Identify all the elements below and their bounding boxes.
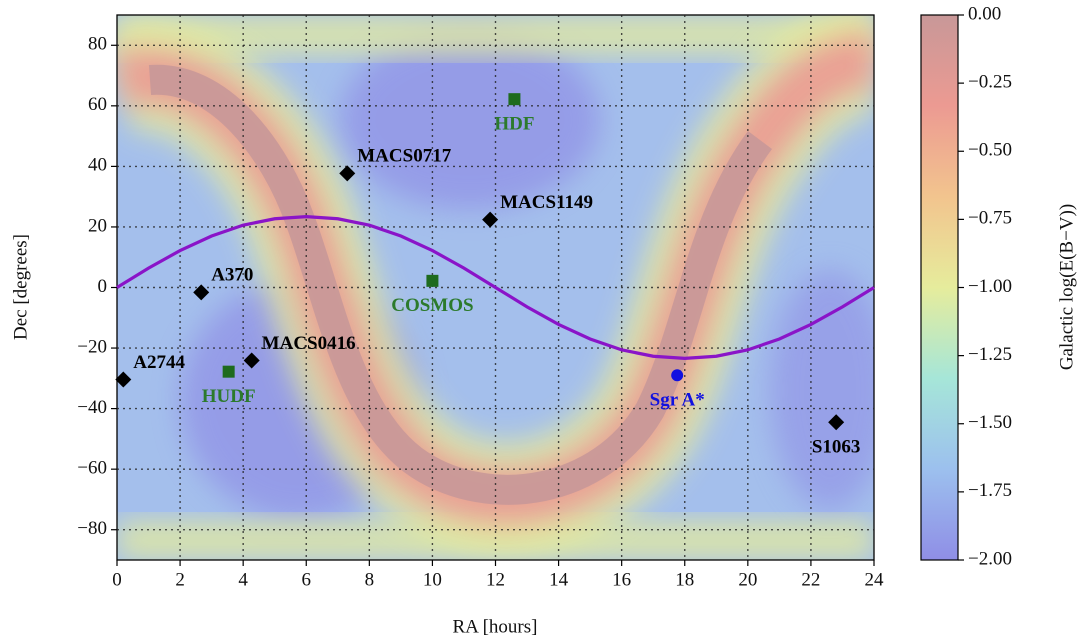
- point-label: HUDF: [202, 386, 256, 407]
- point-label: Sgr A*: [650, 390, 705, 411]
- point-label: MACS1149: [500, 192, 593, 213]
- point-label: MACS0717: [357, 146, 451, 167]
- x-tick-label: 6: [302, 569, 312, 590]
- x-tick-label: 20: [738, 569, 757, 590]
- ecliptic-line: [116, 215, 875, 360]
- colorbar-tick-label: −1.00: [968, 276, 1012, 297]
- point-label: A370: [211, 265, 253, 286]
- colorbar-tick-label: −0.50: [968, 140, 1012, 161]
- source-marker: [671, 369, 684, 382]
- x-tick-label: 10: [423, 569, 442, 590]
- x-tick-label: 22: [801, 569, 820, 590]
- x-tick-label: 14: [549, 569, 569, 590]
- y-axis-label: Dec [degrees]: [10, 234, 31, 340]
- cluster-marker: [828, 414, 845, 431]
- x-axis-label: RA [hours]: [453, 616, 538, 637]
- cluster-marker: [243, 352, 260, 369]
- colorbar-tick-label: −0.75: [968, 208, 1012, 229]
- colorbar-label: Galactic log(E(B−V)): [1056, 204, 1077, 370]
- colorbar: [920, 14, 959, 561]
- cluster-marker: [482, 211, 499, 228]
- point-label: S1063: [812, 437, 861, 458]
- colorbar-tick-label: −0.25: [968, 71, 1012, 92]
- x-tick-label: 24: [865, 569, 885, 590]
- colorbar-tick-label: −1.75: [968, 480, 1012, 501]
- x-tick-label: 12: [486, 569, 505, 590]
- field-marker: [222, 365, 235, 378]
- y-tick-label: −40: [77, 397, 107, 418]
- y-tick-label: 20: [88, 215, 107, 236]
- cluster-marker: [193, 284, 210, 301]
- field-marker: [508, 93, 521, 106]
- point-label: COSMOS: [391, 295, 473, 316]
- y-tick-label: 40: [88, 155, 107, 176]
- y-tick-label: 80: [88, 34, 107, 55]
- field-marker: [426, 274, 439, 287]
- x-tick-label: 16: [612, 569, 631, 590]
- x-tick-label: 4: [238, 569, 248, 590]
- x-tick-label: 0: [112, 569, 122, 590]
- colorbar-tick-label: 0.00: [968, 3, 1001, 24]
- colorbar-tick-label: −2.00: [968, 548, 1012, 569]
- cluster-marker: [339, 165, 356, 182]
- point-label: A2744: [133, 352, 185, 373]
- colorbar-tick-label: −1.25: [968, 344, 1012, 365]
- colorbar-tick-label: −1.50: [968, 412, 1012, 433]
- x-tick-label: 18: [675, 569, 694, 590]
- x-tick-label: 2: [175, 569, 185, 590]
- x-tick-label: 8: [365, 569, 375, 590]
- y-tick-label: −20: [77, 336, 107, 357]
- point-label: HDF: [494, 114, 534, 135]
- y-tick-label: −60: [77, 458, 107, 479]
- y-tick-label: 60: [88, 94, 107, 115]
- cluster-marker: [115, 371, 132, 388]
- y-tick-label: 0: [98, 276, 108, 297]
- y-tick-label: −80: [77, 518, 107, 539]
- point-label: MACS0416: [262, 333, 356, 354]
